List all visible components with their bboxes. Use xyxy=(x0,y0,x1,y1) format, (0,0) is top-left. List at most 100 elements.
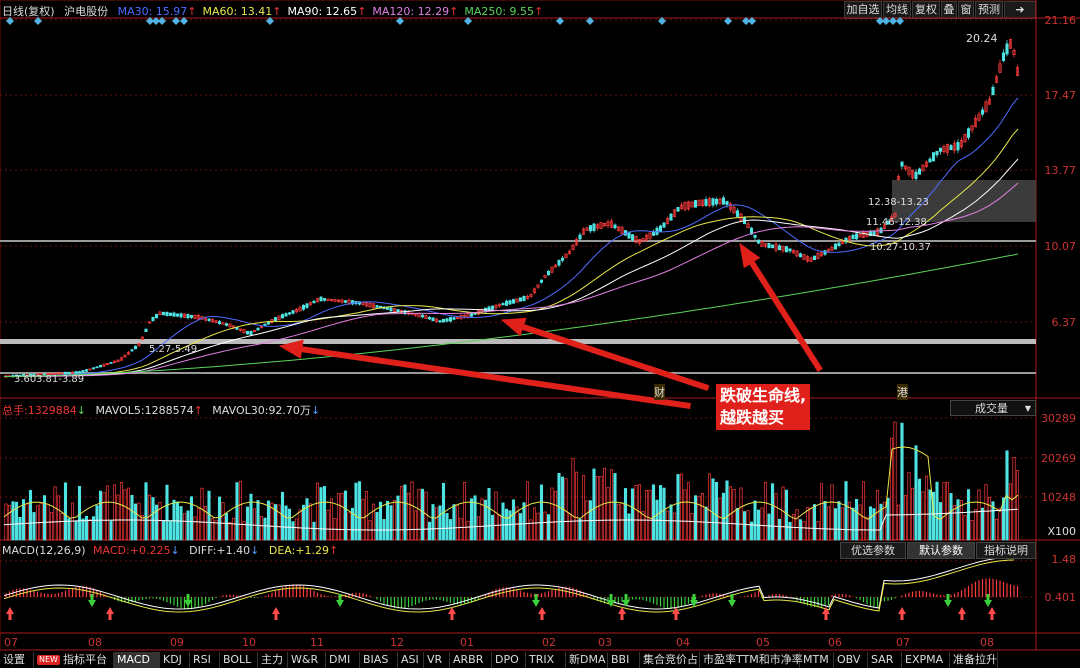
candle-body xyxy=(942,146,946,153)
tab-13[interactable]: DPO xyxy=(492,652,526,668)
tab-3[interactable]: KDJ xyxy=(160,652,190,668)
volume-bar xyxy=(690,513,694,541)
tab-16[interactable]: BBI xyxy=(608,652,640,668)
candle-body xyxy=(966,128,971,138)
volume-bar xyxy=(77,486,82,541)
candle-body xyxy=(266,321,271,325)
volume-bar xyxy=(375,511,379,541)
volume-bar xyxy=(627,513,631,541)
tab-7[interactable]: W&R xyxy=(288,652,326,668)
volume-bar xyxy=(140,514,145,541)
candle-body xyxy=(161,311,166,316)
candle-body xyxy=(518,297,523,302)
indicator-help-button[interactable]: 指标说明 xyxy=(976,542,1036,559)
tab-21[interactable]: SAR xyxy=(868,652,902,668)
candle-body xyxy=(805,256,810,262)
volume-bar xyxy=(840,507,845,541)
candle-body xyxy=(487,306,491,311)
restore-rights-button[interactable]: 复权 xyxy=(912,1,940,19)
volume-unit: X100 xyxy=(1047,525,1076,538)
candle-body xyxy=(291,310,295,314)
range-label: 12.38-13.23 xyxy=(868,197,929,208)
candle-body xyxy=(84,369,89,372)
volume-bar xyxy=(669,504,673,541)
month-label: 01 xyxy=(460,636,474,649)
hk-connect-event-marker[interactable]: 港 xyxy=(897,384,908,400)
overlay-button[interactable]: 叠 xyxy=(941,1,957,19)
volume-bar xyxy=(494,491,498,541)
volume-bar xyxy=(56,495,61,541)
tab-11[interactable]: VR xyxy=(424,652,450,668)
volume-bar xyxy=(749,521,754,541)
volume-bar xyxy=(893,421,897,541)
period-label[interactable]: 日线(复权) xyxy=(2,5,55,18)
volume-indicator-dropdown[interactable]: 成交量 ▼ xyxy=(950,400,1036,416)
tab-12[interactable]: ARBR xyxy=(450,652,492,668)
candle-body xyxy=(109,362,113,364)
tab-label: KDJ xyxy=(163,653,182,666)
volume-bar xyxy=(354,482,358,541)
volume-bar xyxy=(490,514,495,541)
volume-bar xyxy=(231,517,236,541)
candle-body xyxy=(994,76,999,83)
tab-10[interactable]: ASI xyxy=(398,652,424,668)
add-favorite-button[interactable]: 加自选 xyxy=(844,1,882,19)
volume-bar xyxy=(914,445,918,541)
volume-bar xyxy=(707,473,712,541)
volume-bar xyxy=(718,497,722,541)
volume-bar xyxy=(473,495,477,541)
candle-body xyxy=(746,223,750,229)
callout-arrow xyxy=(739,242,823,373)
tab-22[interactable]: EXPMA xyxy=(902,652,950,668)
tab-8[interactable]: DMI xyxy=(326,652,360,668)
candle-body xyxy=(648,232,652,239)
price-tick: 10.07 xyxy=(1044,240,1077,253)
volume-bar xyxy=(662,487,666,541)
tab-17[interactable]: 集合竞价占 xyxy=(640,652,700,668)
buy-arrow-icon xyxy=(958,607,966,620)
optimize-params-button[interactable]: 优选参数 xyxy=(840,542,906,559)
diamond-marker xyxy=(158,17,166,25)
candle-body xyxy=(210,319,215,323)
default-params-button[interactable]: 默认参数 xyxy=(907,542,975,559)
tab-18[interactable]: 市盈率TTM和市净率 xyxy=(700,652,803,668)
candle-body xyxy=(522,295,526,302)
volume-bar xyxy=(683,489,687,541)
candle-body xyxy=(98,364,103,368)
tab-0[interactable]: 设置 xyxy=(0,652,34,668)
tab-9[interactable]: BIAS xyxy=(360,652,398,668)
volume-bar xyxy=(319,487,323,541)
candle-body xyxy=(217,321,222,325)
finance-event-marker[interactable]: 财 xyxy=(654,384,665,400)
tab-19[interactable]: MTM xyxy=(800,652,834,668)
volume-bar xyxy=(760,507,764,541)
candle-body xyxy=(896,176,901,181)
macd-histogram xyxy=(3,556,1019,613)
tab-1[interactable]: NEW 指标平台 xyxy=(34,652,114,668)
tab-15[interactable]: 新DMA xyxy=(566,652,608,668)
tab-14[interactable]: TRIX xyxy=(526,652,566,668)
tab-4[interactable]: RSI xyxy=(190,652,220,668)
annotation-callout: 跌破生命线, 越跌越买 xyxy=(716,384,811,430)
volume-bar xyxy=(172,499,176,541)
volume-bar xyxy=(872,508,876,541)
tab-23[interactable]: 准备拉升 xyxy=(950,652,998,668)
buy-arrow-icon xyxy=(822,607,830,620)
volume-bar xyxy=(340,492,344,541)
volume-bar xyxy=(343,490,348,541)
tab-20[interactable]: OBV xyxy=(834,652,868,668)
volume-bar xyxy=(112,484,117,541)
volume-bar xyxy=(886,497,890,541)
tab-6[interactable]: 主力 xyxy=(258,652,288,668)
volume-bar xyxy=(133,503,138,541)
tab-2[interactable]: MACD xyxy=(114,652,160,668)
month-label: 09 xyxy=(170,636,184,649)
candle-body xyxy=(595,224,600,229)
volume-bar xyxy=(266,500,271,541)
candle-body xyxy=(581,228,586,235)
volume-bar xyxy=(511,499,516,541)
tab-5[interactable]: BOLL xyxy=(220,652,258,668)
candle-body xyxy=(343,300,348,303)
diamond-marker xyxy=(889,17,897,25)
